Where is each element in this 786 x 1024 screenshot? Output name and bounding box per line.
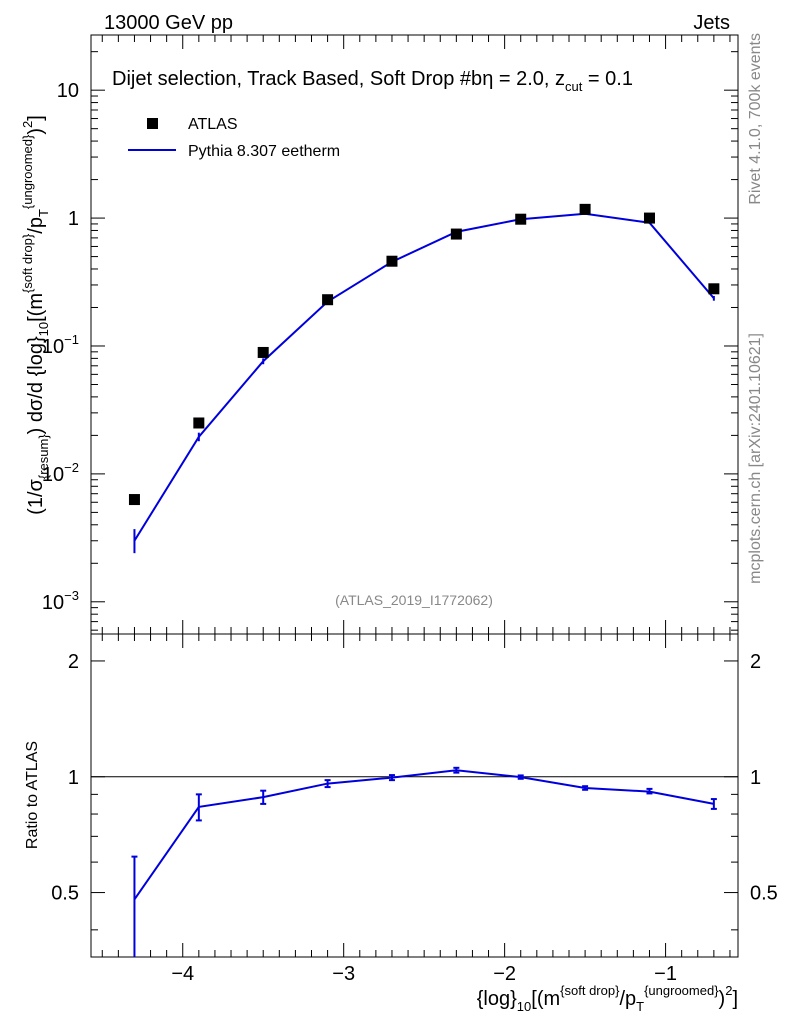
ratio-tick-label-right: 1 bbox=[750, 767, 761, 789]
data-point bbox=[322, 294, 334, 306]
data-point bbox=[708, 283, 720, 295]
y-tick-label-main: 10−2 bbox=[42, 460, 79, 486]
x-axis-label: {log}10[(m{soft drop}/pT{ungroomed})2] bbox=[477, 983, 738, 1014]
axis-ticks: −4 −3 −2 −1 10−3 10−2 10−1 1 10 0.5 0.5 1 1 2 2 bbox=[42, 35, 778, 985]
category-label: Jets bbox=[693, 12, 730, 34]
x-tick-label: −4 bbox=[171, 963, 194, 985]
mcplots-label: mcplots.cern.ch [arXiv:2401.10621] bbox=[747, 333, 764, 584]
y-tick-label-main: 1 bbox=[68, 208, 79, 230]
x-tick-label: −3 bbox=[332, 963, 355, 985]
rivet-version-label: Rivet 4.1.0, 700k events bbox=[747, 33, 764, 205]
x-tick-label: −2 bbox=[493, 963, 516, 985]
legend-data-marker bbox=[147, 118, 158, 129]
plot-title: Dijet selection, Track Based, Soft Drop … bbox=[112, 68, 633, 94]
data-point bbox=[515, 213, 527, 225]
ratio-tick-label-left: 2 bbox=[68, 651, 79, 673]
mc-series-line bbox=[133, 212, 715, 542]
ratio-tick-label-right: 0.5 bbox=[750, 883, 778, 905]
y-axis-label-main: (1/σ{resum}) dσ/d {log}10[(m{soft drop}/… bbox=[20, 115, 51, 515]
ratio-tick-label-left: 1 bbox=[68, 767, 79, 789]
legend-data-label: ATLAS bbox=[188, 116, 238, 133]
beam-label: 13000 GeV pp bbox=[104, 12, 233, 34]
data-point bbox=[386, 255, 398, 267]
data-point bbox=[643, 212, 655, 224]
x-tick-label: −1 bbox=[654, 963, 677, 985]
y-tick-label-main: 10−1 bbox=[42, 332, 79, 358]
legend-mc-label: Pythia 8.307 eetherm bbox=[188, 143, 340, 160]
ratio-panel-frame bbox=[90, 633, 739, 958]
ratio-tick-label-right: 2 bbox=[750, 651, 761, 673]
series-layer bbox=[128, 203, 720, 957]
y-tick-label-main: 10 bbox=[57, 80, 79, 102]
data-point bbox=[579, 203, 591, 215]
y-tick-label-main: 10−3 bbox=[42, 588, 79, 614]
data-point bbox=[257, 346, 269, 358]
ratio-tick-label-left: 0.5 bbox=[51, 883, 79, 905]
y-axis-label-ratio: Ratio to ATLAS bbox=[24, 741, 41, 849]
analysis-tag: (ATLAS_2019_I1772062) bbox=[335, 592, 493, 608]
data-point bbox=[450, 228, 462, 240]
data-point bbox=[193, 417, 205, 429]
data-point bbox=[128, 494, 140, 506]
ratio-series-line bbox=[133, 769, 715, 900]
